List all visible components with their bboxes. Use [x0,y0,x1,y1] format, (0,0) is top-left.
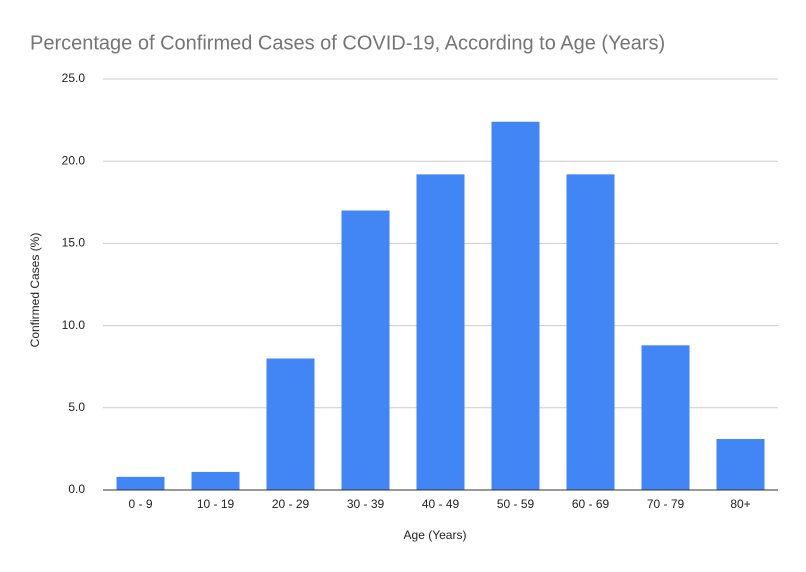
bar [416,174,465,491]
chart-title: Percentage of Confirmed Cases of COVID-1… [30,32,665,54]
x-axis-title: Age (Years) [404,528,467,542]
bar [266,358,315,490]
x-tick-label: 20 - 29 [272,497,310,511]
y-tick-label: 15.0 [62,236,86,250]
x-tick-label: 0 - 9 [128,497,152,511]
y-axis-title: Confirmed Cases (%) [28,233,42,348]
bar [341,210,390,490]
x-tick-label: 50 - 59 [497,497,535,511]
bar [566,174,615,491]
y-tick-label: 5.0 [68,400,85,414]
bar [641,345,690,490]
x-tick-label: 30 - 39 [347,497,385,511]
x-tick-label: 70 - 79 [647,497,685,511]
bar [716,439,765,490]
x-tick-label: 10 - 19 [197,497,235,511]
y-tick-label: 25.0 [62,71,86,85]
x-tick-label: 40 - 49 [422,497,460,511]
bar [491,121,540,490]
bar [191,471,240,490]
y-tick-label: 10.0 [62,318,86,332]
y-tick-label: 0.0 [68,482,85,496]
y-tick-label: 20.0 [62,153,86,167]
x-tick-label: 80+ [730,497,750,511]
x-tick-label: 60 - 69 [572,497,610,511]
bar [116,476,165,490]
